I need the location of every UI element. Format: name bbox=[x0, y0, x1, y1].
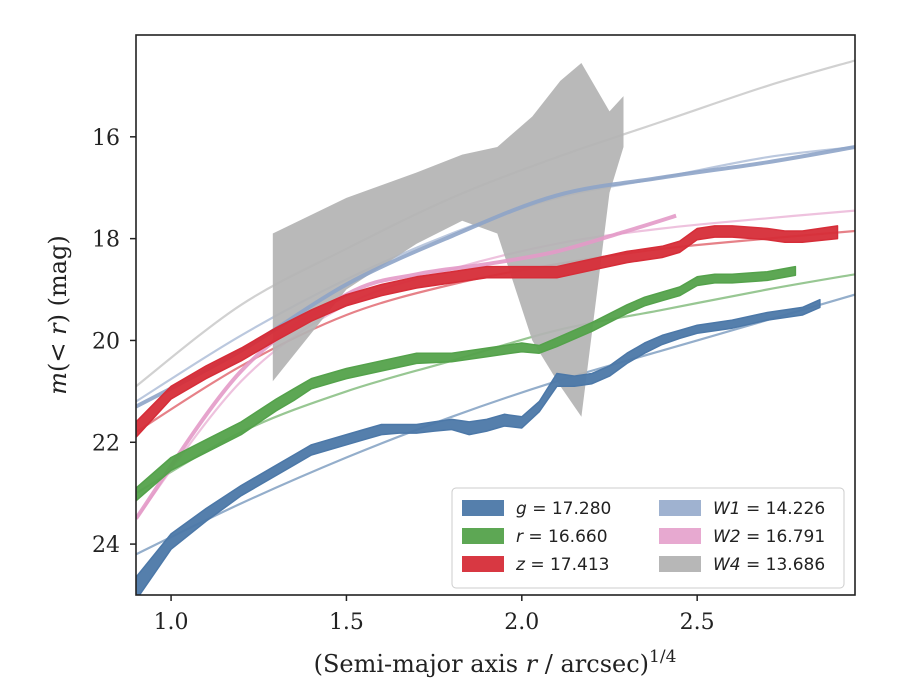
x-axis-title: (Semi-major axis r / arcsec)1/4 bbox=[314, 647, 677, 678]
band-w4 bbox=[272, 63, 624, 417]
legend-swatch-z bbox=[462, 556, 504, 572]
model-curve-r bbox=[136, 273, 855, 495]
y-tick-label: 24 bbox=[92, 533, 120, 558]
legend-label-r: r = 16.660 bbox=[516, 527, 608, 547]
model-curve-g bbox=[136, 293, 855, 556]
plot-frame bbox=[135, 34, 856, 596]
x-tick-label: 2.5 bbox=[680, 610, 715, 635]
legend-box bbox=[451, 487, 845, 589]
y-tick-label: 20 bbox=[92, 329, 120, 354]
band-g bbox=[136, 298, 821, 595]
legend-label-w4: W4 = 13.686 bbox=[713, 555, 825, 575]
band-r bbox=[136, 265, 797, 502]
legend: g = 17.280 r = 16.660 z = 17.413 W1 = 14.22… bbox=[451, 487, 845, 589]
plot-area bbox=[136, 59, 855, 595]
legend-label-z: z = 17.413 bbox=[515, 555, 609, 575]
x-tick-label: 2.0 bbox=[504, 610, 539, 635]
y-axis-title: m(< r) (mag) bbox=[44, 235, 72, 395]
legend-label-w2: W2 = 16.791 bbox=[713, 527, 825, 547]
y-tick-label: 22 bbox=[92, 431, 120, 456]
legend-swatch-r bbox=[462, 528, 504, 544]
legend-label-w1: W1 = 14.226 bbox=[713, 499, 825, 519]
legend-swatch-g bbox=[462, 500, 504, 516]
legend-swatch-w4 bbox=[659, 556, 701, 572]
legend-swatch-w2 bbox=[659, 528, 701, 544]
legend-swatch-w1 bbox=[659, 500, 701, 516]
legend-label-g: g = 17.280 bbox=[516, 499, 611, 519]
line-w2 bbox=[136, 213, 677, 520]
y-tick-label: 16 bbox=[92, 126, 120, 151]
band-z bbox=[136, 225, 839, 438]
axis-ticks: 1.0 1.5 2.0 2.5 16 18 20 22 24 bbox=[92, 126, 715, 635]
x-tick-label: 1.0 bbox=[154, 610, 189, 635]
y-tick-label: 18 bbox=[92, 228, 120, 253]
model-curve-w2 bbox=[136, 209, 855, 520]
x-tick-label: 1.5 bbox=[329, 610, 364, 635]
